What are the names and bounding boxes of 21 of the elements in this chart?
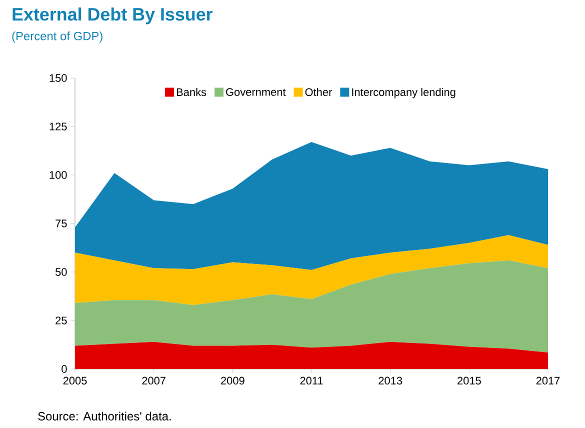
y-tick-label: 150 — [50, 74, 67, 82]
legend-label: Other — [305, 88, 332, 96]
legend-label: Intercompany lending — [352, 88, 456, 98]
legend-label: Banks — [176, 88, 206, 96]
y-tick-label: 75 — [56, 220, 67, 228]
x-tick-label: 2015 — [458, 376, 481, 385]
x-tick-label: 2011 — [300, 376, 323, 385]
x-tick-label: 2013 — [378, 376, 402, 385]
x-tick-label: 2009 — [221, 376, 244, 385]
y-tick-label: 50 — [55, 268, 67, 276]
chart-subtitle: (Percent of GDP) — [12, 32, 102, 43]
x-tick-label: 2007 — [142, 376, 166, 385]
chart-title: External Debt By Issuer — [12, 8, 213, 24]
y-tick-label: 125 — [50, 122, 67, 130]
source-note: Source: Authorities' data. — [38, 412, 171, 420]
x-tick-label: 2005 — [63, 376, 87, 385]
y-tick-label: 100 — [50, 171, 67, 179]
x-tick-label: 2017 — [536, 376, 560, 385]
y-tick-label: 0 — [62, 365, 67, 373]
y-tick-label: 25 — [56, 316, 67, 324]
legend-label: Government — [226, 88, 286, 96]
